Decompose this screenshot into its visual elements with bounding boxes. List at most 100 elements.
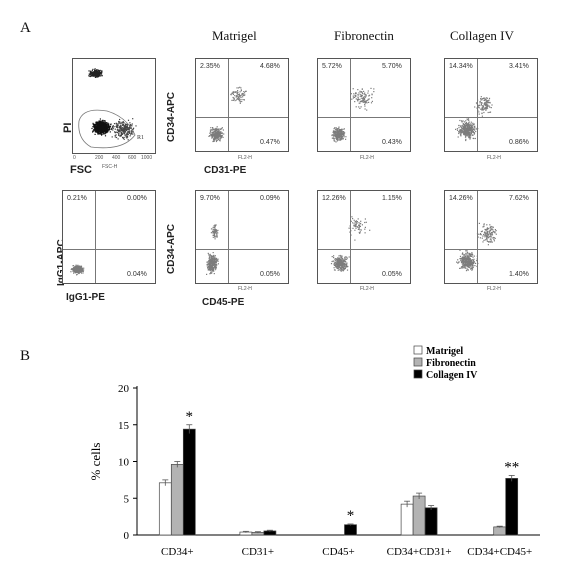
event-dot [352,227,354,229]
quadrant-divider-horizontal [445,249,537,250]
event-dot [213,128,215,130]
event-dot [466,253,468,255]
event-dot [470,131,472,133]
quadrant-lr-percent: 0.86% [509,139,529,146]
event-dot [93,124,95,126]
event-dot [209,254,211,256]
event-dot [98,71,100,73]
event-dot [336,132,339,134]
event-dot [331,256,333,258]
event-dot [135,125,137,127]
event-dot [458,130,460,132]
event-dot [218,131,220,133]
event-dot [90,75,92,77]
event-dot [491,241,493,243]
gate-xtick: 0 [73,155,76,161]
event-dot [343,269,345,271]
event-dot [340,258,342,260]
event-dot [489,111,492,113]
event-dot [104,132,106,134]
event-dot [209,257,211,259]
event-dot [469,126,471,129]
event-dot [337,138,339,140]
quadrant-divider-horizontal [196,249,288,250]
event-dot [476,260,478,262]
event-dot [464,253,466,256]
event-dot [465,134,467,136]
event-dot [214,131,216,133]
event-dot [212,140,214,143]
event-dot [334,265,336,267]
event-dot [104,127,106,129]
row2-xlabel: CD45-PE [202,297,245,308]
event-dot [354,101,356,103]
event-dot [460,125,462,127]
event-dot [212,134,214,136]
event-dot [337,260,339,262]
event-dot [216,128,219,130]
event-dot [127,128,129,131]
event-dot [104,135,107,137]
event-dot [93,126,95,128]
event-dot [348,227,350,229]
event-dot [468,127,470,129]
event-dot [342,131,344,133]
event-dot [483,234,485,236]
event-dot [470,123,472,125]
event-dot [342,262,344,265]
event-dot [460,129,462,131]
event-dot [74,270,76,272]
event-dot [359,229,361,231]
event-dot [123,131,125,133]
event-dot [70,268,72,271]
event-dot [471,269,473,271]
event-dot [211,260,213,263]
event-dot [239,100,241,102]
event-dot [493,240,495,242]
event-dot [356,222,358,224]
event-dot [471,264,473,266]
event-dot [217,260,219,262]
event-dot [209,262,211,264]
event-dot [339,129,342,131]
bar [158,482,172,536]
event-dot [473,260,475,263]
event-dot [215,128,218,130]
event-dot [107,128,109,130]
isotype-control-plot: 0.21% 0.00% 0.04% [62,190,156,284]
event-dot [469,135,471,137]
event-dot [466,257,468,259]
event-dot [70,271,72,273]
event-dot [209,268,211,270]
event-dot [456,128,458,130]
event-dot [99,129,101,131]
event-dot [465,265,467,267]
row1-small-xlabel: FL2-H [238,155,252,161]
event-dot [211,259,214,261]
event-dot [494,229,496,231]
event-dot [474,125,476,127]
event-dot [101,134,103,136]
event-dot [122,121,124,123]
event-dot [127,119,130,121]
event-dot [345,136,347,138]
event-dot [483,108,485,110]
event-dot [456,129,459,131]
event-dot [466,124,468,126]
event-dot [78,272,80,275]
event-dot [123,125,125,127]
event-dot [466,118,468,120]
quadrant-ul-percent: 12.26% [322,195,346,202]
x-tick-label: CD31+ [242,546,274,558]
event-dot [215,139,217,142]
quadrant-ul-percent: 14.34% [449,63,473,70]
event-dot [341,260,343,262]
event-dot [126,127,128,130]
event-dot [214,230,216,232]
event-dot [340,256,342,258]
event-dot [212,139,215,141]
event-dot [335,132,337,134]
event-dot [464,127,466,129]
event-dot [461,261,463,264]
event-dot [341,130,343,132]
